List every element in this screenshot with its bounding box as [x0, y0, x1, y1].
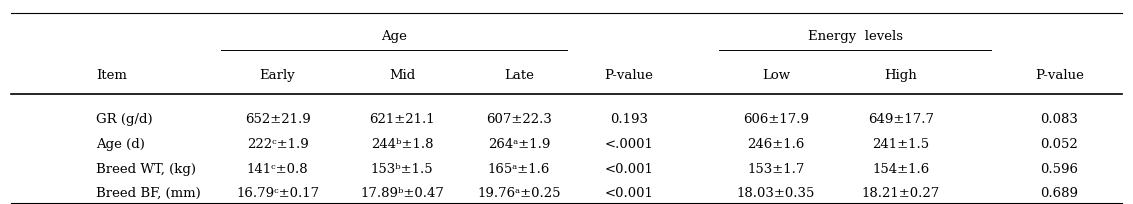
Text: Item: Item	[96, 69, 127, 82]
Text: Energy  levels: Energy levels	[808, 30, 903, 43]
Text: Age (d): Age (d)	[96, 137, 145, 150]
Text: 222ᶜ±1.9: 222ᶜ±1.9	[247, 137, 308, 150]
Text: 241±1.5: 241±1.5	[872, 137, 929, 150]
Text: 621±21.1: 621±21.1	[369, 113, 435, 126]
Text: High: High	[885, 69, 917, 82]
Text: <0.001: <0.001	[604, 186, 654, 199]
Text: 0.193: 0.193	[610, 113, 648, 126]
Text: Mid: Mid	[389, 69, 416, 82]
Text: Early: Early	[259, 69, 296, 82]
Text: 649±17.7: 649±17.7	[868, 113, 934, 126]
Text: Low: Low	[763, 69, 790, 82]
Text: Breed WT, (kg): Breed WT, (kg)	[96, 162, 196, 175]
Text: 0.689: 0.689	[1040, 186, 1079, 199]
Text: 17.89ᵇ±0.47: 17.89ᵇ±0.47	[360, 186, 444, 199]
Text: 141ᶜ±0.8: 141ᶜ±0.8	[247, 162, 308, 175]
Text: 244ᵇ±1.8: 244ᵇ±1.8	[370, 137, 434, 150]
Text: 165ᵃ±1.6: 165ᵃ±1.6	[487, 162, 551, 175]
Text: 0.083: 0.083	[1040, 113, 1079, 126]
Text: Late: Late	[504, 69, 534, 82]
Text: Age: Age	[381, 30, 407, 43]
Text: 246±1.6: 246±1.6	[748, 137, 804, 150]
Text: Breed BF, (mm): Breed BF, (mm)	[96, 186, 201, 199]
Text: GR (g/d): GR (g/d)	[96, 113, 153, 126]
Text: 264ᵃ±1.9: 264ᵃ±1.9	[487, 137, 551, 150]
Text: 153±1.7: 153±1.7	[748, 162, 804, 175]
Text: 606±17.9: 606±17.9	[743, 113, 809, 126]
Text: 153ᵇ±1.5: 153ᵇ±1.5	[370, 162, 434, 175]
Text: 19.76ᵃ±0.25: 19.76ᵃ±0.25	[477, 186, 561, 199]
Text: 0.596: 0.596	[1040, 162, 1079, 175]
Text: P-value: P-value	[1034, 69, 1084, 82]
Text: P-value: P-value	[604, 69, 654, 82]
Text: 18.03±0.35: 18.03±0.35	[736, 186, 816, 199]
Text: 16.79ᶜ±0.17: 16.79ᶜ±0.17	[236, 186, 320, 199]
Text: 18.21±0.27: 18.21±0.27	[861, 186, 940, 199]
Text: 607±22.3: 607±22.3	[486, 113, 552, 126]
Text: 0.052: 0.052	[1040, 137, 1079, 150]
Text: <.0001: <.0001	[604, 137, 654, 150]
Text: <0.001: <0.001	[604, 162, 654, 175]
Text: 154±1.6: 154±1.6	[872, 162, 929, 175]
Text: 652±21.9: 652±21.9	[245, 113, 310, 126]
